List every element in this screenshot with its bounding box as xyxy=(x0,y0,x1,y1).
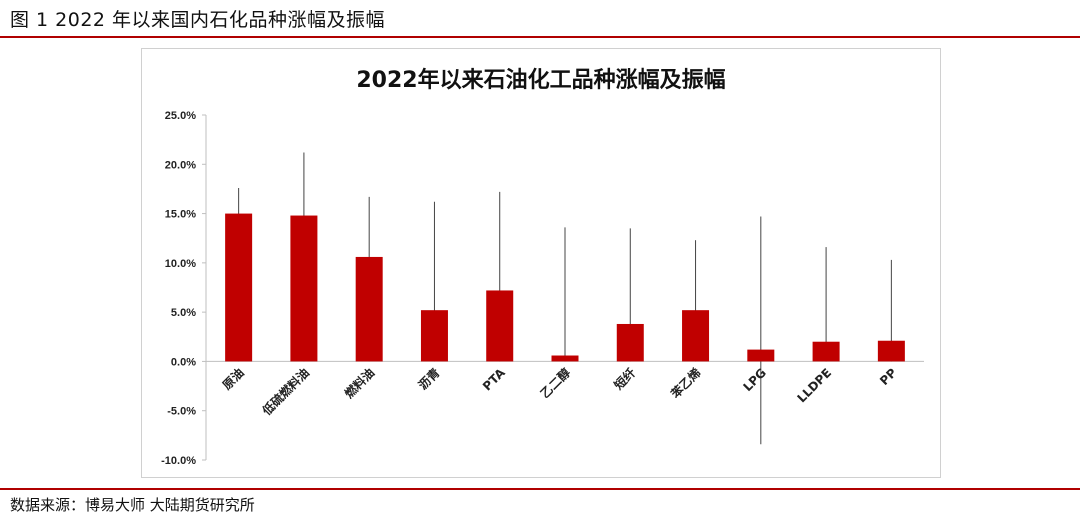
bar xyxy=(747,349,775,362)
category-label: LPG xyxy=(740,366,768,394)
category-labels: 原油 低硫燃料油 燃料油 沥青 PTA 乙二醇 短纤 苯乙烯 LPG LLDPE PP xyxy=(219,365,899,419)
bottom-rule xyxy=(0,488,1080,490)
source-note: 数据来源：博易大师 大陆期货研究所 xyxy=(10,496,255,514)
category-label: LLDPE xyxy=(794,366,834,406)
bar xyxy=(682,310,710,362)
category-label: 低硫燃料油 xyxy=(258,365,312,419)
range-lines xyxy=(238,152,892,445)
category-label: 苯乙烯 xyxy=(667,365,704,402)
bar xyxy=(812,341,840,362)
category-label: PP xyxy=(877,366,899,388)
y-axis: -10.0% -5.0% 0.0% 5.0% 10.0% 15.0% 20.0% 25.0% xyxy=(161,110,924,467)
y-tick-label: 10.0% xyxy=(165,258,196,270)
bar xyxy=(486,290,514,362)
bar xyxy=(877,340,905,362)
top-rule xyxy=(0,36,1080,38)
chart-frame: 2022年以来石油化工品种涨幅及振幅 -10.0% -5.0% 0.0% 5.0% 10… xyxy=(141,48,941,478)
bar xyxy=(290,215,318,362)
bar xyxy=(420,310,448,362)
bar xyxy=(616,323,644,362)
figure-title: 图 1 2022 年以来国内石化品种涨幅及振幅 xyxy=(10,9,386,31)
y-tick-label: 20.0% xyxy=(165,159,196,171)
y-tick-label: -5.0% xyxy=(167,406,196,418)
y-tick-label: 25.0% xyxy=(165,110,196,122)
y-tick-label: 0.0% xyxy=(171,356,196,368)
chart-title: 2022年以来石油化工品种涨幅及振幅 xyxy=(356,67,725,93)
bar xyxy=(551,355,579,362)
bar xyxy=(225,213,253,362)
chart-svg: 2022年以来石油化工品种涨幅及振幅 -10.0% -5.0% 0.0% 5.0% 10… xyxy=(161,67,924,467)
category-label: 燃料油 xyxy=(341,365,377,401)
category-label: 原油 xyxy=(219,365,247,393)
bar xyxy=(355,256,383,362)
y-tick-label: -10.0% xyxy=(161,455,196,467)
y-tick-label: 15.0% xyxy=(165,209,196,221)
category-label: 乙二醇 xyxy=(537,365,573,401)
bars xyxy=(225,213,905,362)
category-label: 沥青 xyxy=(415,365,443,393)
category-label: PTA xyxy=(480,365,508,393)
category-label: 短纤 xyxy=(611,365,639,393)
y-tick-label: 5.0% xyxy=(171,307,196,319)
